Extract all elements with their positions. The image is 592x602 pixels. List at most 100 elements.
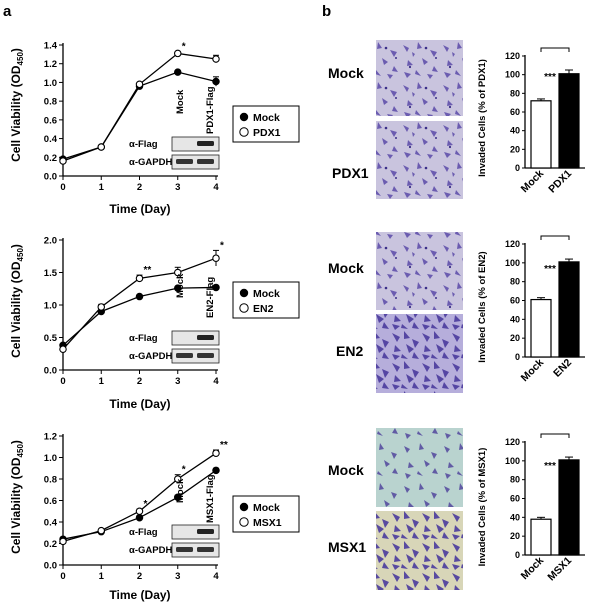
legend-mock-marker (239, 288, 249, 298)
growth-chart-1-xlabel: Time (Day) (109, 202, 170, 216)
micrograph-mock (376, 428, 463, 507)
growth-chart-2-xlabel: Time (Day) (109, 397, 170, 411)
category-label: MSX1 (545, 555, 574, 584)
y-tick-label: 20 (510, 333, 520, 343)
data-point-pdx1 (174, 49, 182, 58)
x-tick-label: 1 (99, 376, 105, 387)
y-tick-label: 60 (510, 494, 520, 504)
legend-mock-marker (239, 112, 249, 122)
y-tick-label: 0.0 (44, 561, 57, 572)
y-tick-label: 0.6 (44, 115, 57, 126)
data-point-mock (212, 77, 220, 86)
x-tick-label: 4 (213, 571, 219, 582)
significance-marker: * (182, 42, 186, 53)
y-tick-label: 0.2 (44, 153, 57, 164)
blot-row-gapdh: α-GAPDH (129, 157, 172, 168)
y-tick-label: 0.0 (44, 366, 57, 377)
y-tick-label: 20 (510, 531, 520, 541)
data-point-pdx1 (212, 55, 220, 63)
bar-chart-3-significance: *** (544, 461, 556, 472)
x-tick-label: 0 (60, 376, 65, 387)
data-point-pdx1 (97, 143, 106, 151)
x-tick-label: 2 (137, 182, 142, 193)
y-tick-label: 100 (505, 70, 520, 80)
growth-chart-1-plot: 0.0 0.2 0.4 0.6 0.8 1.0 1.2 1.4 0 1 2 3 4 * (44, 41, 220, 193)
legend-pdx1-label: PDX1 (253, 127, 281, 139)
micrograph-label-mock: Mock (328, 65, 364, 81)
legend-msx1-label: MSX1 (253, 517, 282, 529)
growth-chart-2-ylabel: Cell Viability (OD450) (9, 244, 25, 358)
bar-chart-1-ylabel: Invaded Cells (% of PDX1) (477, 59, 488, 177)
data-point-mock (174, 68, 182, 76)
y-tick-label: 0 (515, 352, 520, 362)
bar-chart-3: 0 20 40 60 80 100 120 Mock MSX1 Invaded Cells (%… (477, 433, 585, 584)
significance-marker: * (182, 465, 186, 476)
data-point-mock (135, 513, 144, 522)
y-tick-label: 2.0 (44, 236, 57, 247)
data-point-en2 (97, 303, 106, 311)
y-tick-label: 0.0 (44, 172, 57, 183)
blot-lane-msx1-flag: MSX1-Flag (205, 474, 216, 523)
bar-pdx1 (558, 73, 580, 169)
category-label: Mock (519, 357, 547, 385)
micrograph-label-pdx1: PDX1 (332, 165, 369, 181)
significance-marker: * (144, 499, 148, 510)
x-tick-label: 4 (213, 182, 219, 193)
legend-mock-label: Mock (253, 288, 280, 300)
y-tick-label: 80 (510, 277, 520, 287)
y-tick-label: 0.2 (44, 539, 57, 550)
growth-chart-1: 0.0 0.2 0.4 0.6 0.8 1.0 1.2 1.4 0 1 2 3 4 * Cell Viab… (9, 41, 300, 216)
x-tick-label: 3 (175, 571, 180, 582)
legend-en2-label: EN2 (253, 303, 274, 315)
blot-lane-mock: Mock (175, 273, 186, 298)
data-point-en2 (135, 274, 144, 283)
y-tick-label: 40 (510, 512, 520, 522)
blot-lane-pdx1-flag: PDX1-Flag (205, 86, 216, 134)
bar-chart-2-significance: *** (544, 264, 556, 275)
y-tick-label: 0.8 (44, 97, 57, 108)
blot-row-flag: α-Flag (129, 527, 158, 538)
category-label: EN2 (551, 357, 574, 380)
legend-mock-marker (239, 502, 249, 512)
x-tick-label: 2 (137, 571, 142, 582)
micrograph-label-mock: Mock (328, 260, 364, 276)
data-point-en2 (59, 345, 67, 353)
growth-chart-3-ylabel: Cell Viability (OD450) (9, 440, 25, 554)
data-point-mock (174, 284, 182, 292)
category-label: Mock (519, 555, 547, 583)
bar-mock (530, 518, 552, 556)
y-tick-label: 1.2 (44, 59, 57, 70)
growth-chart-1-blot: Mock PDX1-Flag α-Flag α-GAPDH (129, 86, 220, 170)
bar-msx1 (558, 459, 580, 556)
x-tick-label: 4 (213, 376, 219, 387)
y-tick-label: 1.4 (44, 41, 58, 52)
y-tick-label: 80 (510, 475, 520, 485)
y-tick-label: 0 (515, 163, 520, 173)
blot-row-flag: α-Flag (129, 333, 158, 344)
significance-marker: * (220, 240, 224, 251)
growth-chart-2-plot: 0.00.51.01.52.00 1 2 3 4*** (44, 236, 224, 388)
legend-pdx1-marker (239, 127, 249, 137)
micrograph-label-msx1: MSX1 (328, 539, 366, 555)
data-point-msx1 (97, 526, 106, 535)
growth-chart-1-ylabel: Cell Viability (OD450) (9, 48, 25, 162)
micrograph-mock (376, 40, 463, 116)
x-tick-label: 3 (175, 376, 180, 387)
growth-chart-2: 0.00.51.01.52.00 1 2 3 4*** Cell Viability (… (9, 236, 300, 411)
y-tick-label: 20 (510, 144, 520, 154)
significance-bracket (540, 47, 570, 52)
y-tick-label: 80 (510, 88, 520, 98)
invasion-row-1: Mock PDX1 (328, 40, 463, 199)
bar-chart-2: 0 20 40 60 80 100 120 Mock EN2 Invaded Cells (% … (477, 235, 585, 385)
x-tick-label: 2 (137, 376, 142, 387)
significance-marker: ** (144, 265, 152, 276)
legend-en2-marker (239, 303, 249, 313)
category-label: Mock (519, 168, 547, 196)
y-tick-label: 1.5 (44, 268, 58, 279)
growth-chart-2-blot: Mock EN2-Flag α-Flag α-GAPDH (129, 273, 220, 364)
legend-mock-label: Mock (253, 112, 280, 124)
invasion-row-2: Mock EN2 (328, 232, 463, 393)
data-point-mock (174, 493, 182, 502)
y-tick-label: 100 (505, 456, 520, 466)
